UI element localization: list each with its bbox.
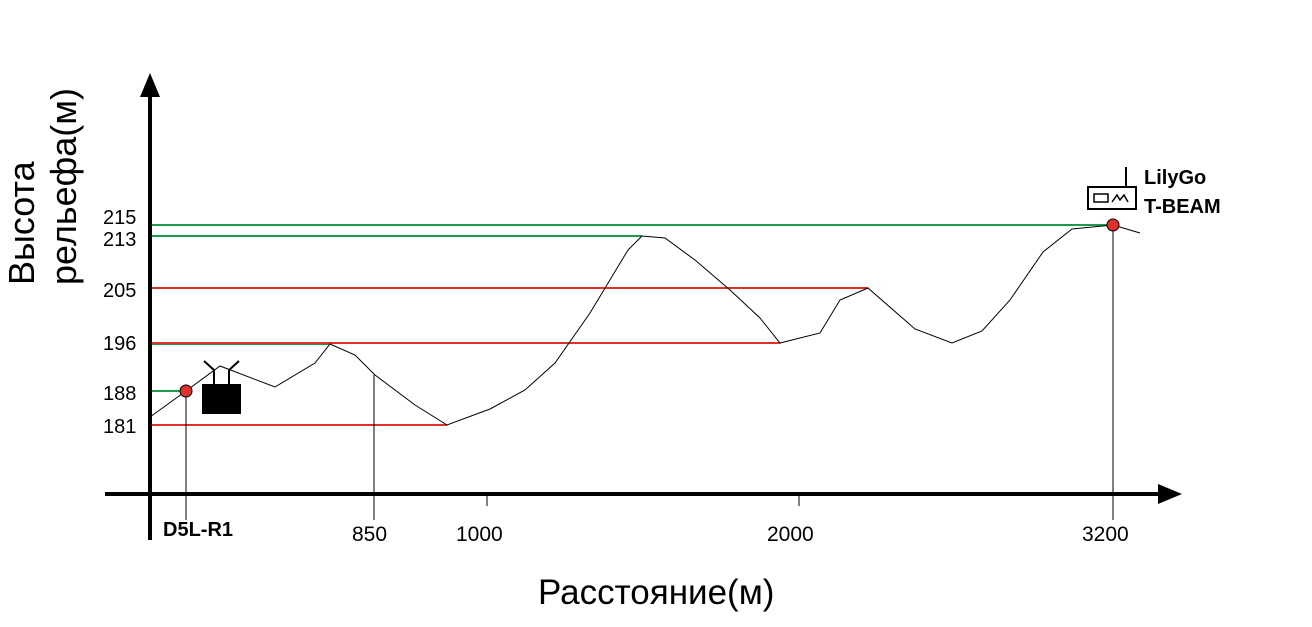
- terrain-profile-line: [149, 224, 1141, 426]
- y-tick-188: 188: [103, 383, 136, 405]
- y-tick-205: 205: [103, 280, 136, 302]
- y-axis-label-line2: рельефа(м): [43, 88, 84, 285]
- y-tick-213: 213: [103, 229, 136, 251]
- right-device-label-line2: T-BEAM: [1144, 196, 1221, 218]
- x-tick-3200: 3200: [1082, 523, 1129, 546]
- y-axis-label-line1: Высота: [1, 160, 42, 285]
- left-device-marker: [179, 384, 193, 398]
- x-tick-2000: 2000: [767, 523, 814, 546]
- x-tick-850: 850: [352, 523, 387, 546]
- router-icon: [202, 360, 241, 414]
- x-tick-1000: 1000: [456, 523, 503, 546]
- y-tick-215: 215: [103, 207, 136, 229]
- right-device-marker: [1106, 218, 1120, 232]
- x-axis-arrow: [1158, 484, 1182, 504]
- x-axis-label: Расстояние(м): [538, 573, 774, 612]
- y-axis-arrow: [140, 73, 160, 97]
- y-tick-181: 181: [103, 416, 136, 438]
- right-device-label-line1: LilyGo: [1144, 167, 1206, 189]
- left-device-label: D5L-R1: [163, 519, 233, 541]
- y-axis-label: Высота: [1, 160, 42, 285]
- y-tick-196: 196: [103, 333, 136, 355]
- y-axis-label-2: рельефа(м): [43, 88, 84, 285]
- radio-device-icon: [1087, 167, 1137, 210]
